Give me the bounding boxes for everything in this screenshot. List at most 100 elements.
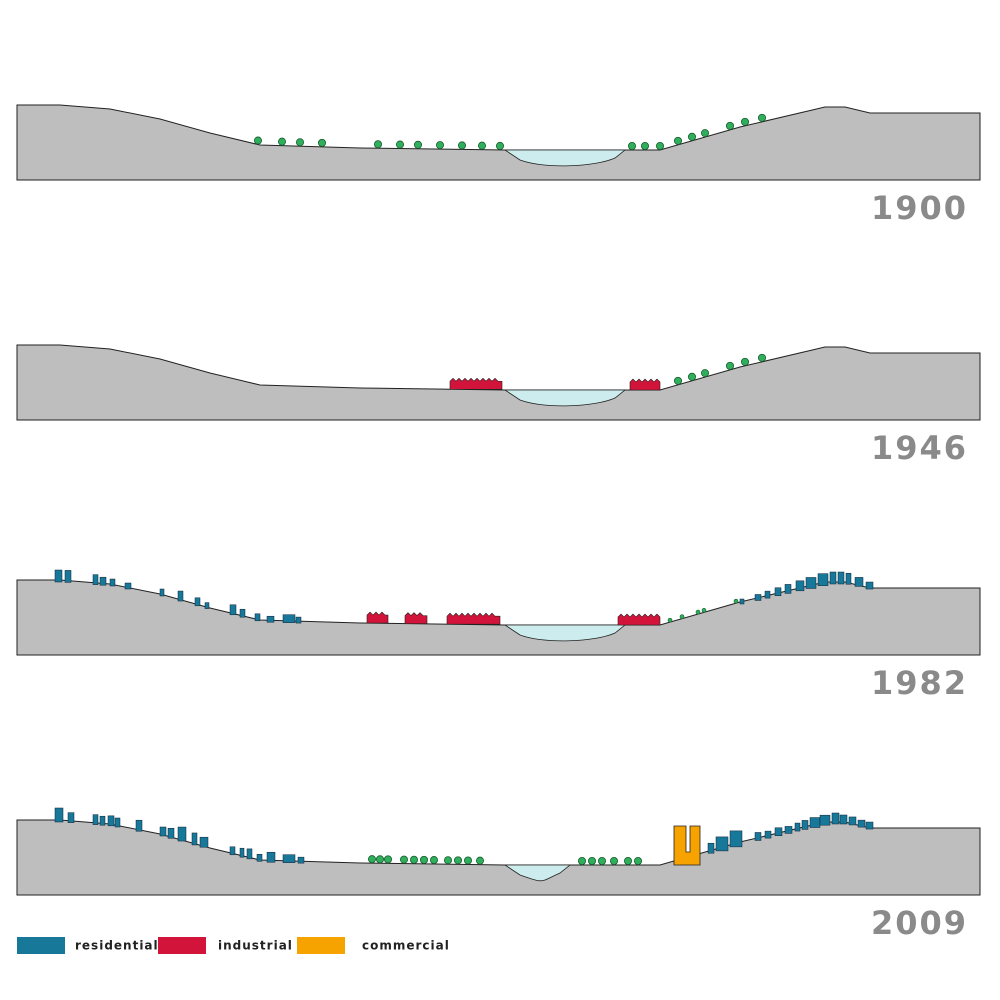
cross-section [16,807,981,896]
tree [383,855,392,864]
tree [395,140,404,149]
residential-building [819,814,831,826]
residential-building [837,571,845,585]
tree [610,857,619,866]
industrial-building [629,378,661,391]
residential-building [229,846,236,856]
tree [624,857,633,866]
residential-building [191,832,198,846]
tree [695,609,701,615]
residential-building [99,576,107,586]
tree [733,598,739,604]
tree [701,129,710,138]
residential-building [707,842,715,854]
tree [457,141,466,150]
residential-building [229,604,237,616]
industrial-building [617,613,661,626]
tree [628,142,637,151]
residential-building [67,812,75,823]
residential-building [774,587,782,597]
residential-building [159,826,167,837]
residential-building [729,830,743,848]
residential-building [865,581,874,590]
tree [674,376,683,385]
residential-building [794,822,801,832]
residential-building [246,848,253,860]
year-label: 1982 [871,664,968,702]
residential-building [774,827,783,837]
legend-label: industrial [218,939,293,953]
residential-building [199,836,209,848]
residential-building [124,582,132,590]
residential-building [282,614,296,623]
year-label: 2009 [871,904,968,942]
tree [679,614,685,619]
tree [578,857,587,866]
residential-building [715,836,729,852]
tree [375,855,384,864]
residential-building [204,602,210,609]
cross-section [16,104,981,181]
tree [758,113,767,122]
residential-building [754,832,762,841]
river [503,389,627,407]
residential-building [839,814,848,825]
tree [453,856,462,865]
legend-swatch [17,937,65,954]
tree [758,353,767,362]
tree [317,138,326,147]
residential-building [865,821,874,830]
tree [367,855,376,864]
terrain [16,819,981,896]
tree [701,608,707,613]
tree [641,142,650,151]
residential-building [109,578,116,587]
residential-building [92,814,99,825]
legend-label: commercial [362,939,450,953]
river [503,864,572,882]
year-label: 1900 [871,189,968,227]
tree [373,140,382,149]
residential-building [256,854,263,862]
residential-building [764,830,772,839]
residential-building [831,812,840,825]
tree [656,142,665,151]
tree [634,857,643,866]
tree [688,132,697,141]
residential-building [266,851,276,863]
tree [598,857,607,866]
tree [475,856,484,865]
tree [295,138,304,147]
residential-building [99,815,106,826]
residential-building [266,615,275,623]
cross-section [16,569,981,656]
residential-building [784,826,793,834]
tree [253,136,262,145]
residential-building [795,580,805,592]
terrain [16,104,981,181]
residential-building [239,608,246,618]
industrial-building [446,612,501,625]
tree [463,856,472,865]
residential-building [845,572,852,585]
tree [588,857,597,866]
residential-building [857,819,866,828]
residential-building [295,616,302,624]
residential-building [135,819,143,832]
residential-building [64,570,72,583]
legend-swatch [158,937,206,954]
tree [701,369,710,378]
residential-building [54,569,63,583]
tree [435,141,444,150]
residential-building [107,815,115,827]
cross-section [16,344,981,421]
tree [674,136,683,145]
residential-building [177,826,187,842]
residential-building [167,827,175,839]
residential-building [848,816,857,826]
tree [688,372,697,381]
residential-building [92,574,99,585]
tree [726,121,735,130]
tree [477,141,486,150]
